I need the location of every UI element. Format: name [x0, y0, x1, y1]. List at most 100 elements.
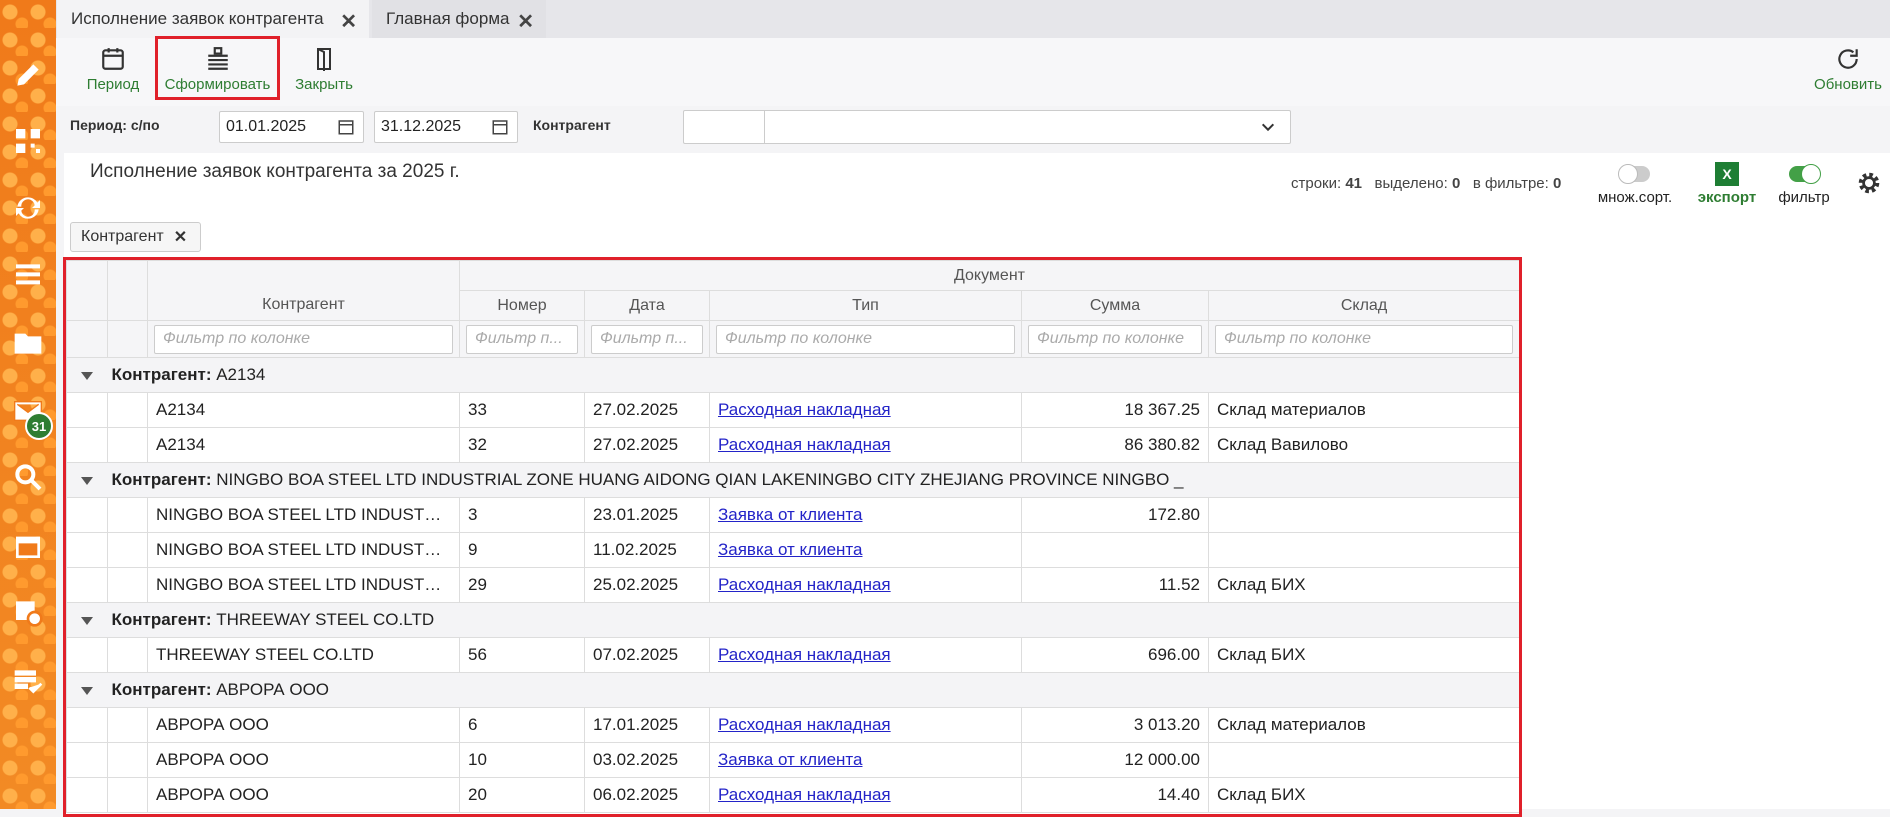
- document-link[interactable]: Расходная накладная: [718, 785, 891, 804]
- filter-toggle[interactable]: [1789, 164, 1821, 184]
- document-link[interactable]: Заявка от клиента: [718, 540, 863, 559]
- group-label: Контрагент:: [111, 365, 212, 384]
- column-filter[interactable]: Фильтр п...: [591, 324, 703, 354]
- tab[interactable]: Исполнение заявок контрагента ✕: [57, 0, 369, 38]
- group-cell: Контрагент: A2134: [107, 357, 1519, 393]
- column-header[interactable]: Номер: [459, 290, 585, 321]
- cell: [107, 742, 148, 778]
- period-label: Период: с/по: [70, 117, 160, 133]
- column-filter[interactable]: Фильтр по колонке: [1028, 324, 1202, 354]
- expand-cell[interactable]: [66, 357, 108, 393]
- cell-text: 56: [468, 645, 487, 664]
- cell: [1021, 532, 1209, 568]
- data-row[interactable]: NINGBO BOA STEEL LTD INDUSTRIAL... 29 25.0…: [66, 567, 1519, 603]
- refresh-button[interactable]: Обновить: [1808, 46, 1888, 93]
- tab-close[interactable]: ✕: [340, 11, 357, 33]
- column-header[interactable]: Контрагент: [147, 260, 460, 321]
- group-row: Контрагент: АВРОРА ООО: [66, 672, 1519, 708]
- cell: 172.80: [1021, 497, 1209, 533]
- column-header[interactable]: Склад: [1207, 290, 1519, 321]
- edit-icon[interactable]: [12, 59, 44, 91]
- qr-icon[interactable]: [12, 125, 44, 157]
- search-icon[interactable]: [12, 461, 44, 493]
- tab[interactable]: Главная форма ✕: [372, 0, 546, 38]
- data-row[interactable]: АВРОРА ООО 10 03.02.2025 Заявка от клиента 1…: [66, 742, 1519, 778]
- expand-cell[interactable]: [66, 602, 108, 638]
- column-header[interactable]: Дата: [584, 290, 710, 321]
- expand-cell[interactable]: [66, 672, 108, 708]
- period-button[interactable]: Период: [83, 46, 143, 93]
- calendar-icon[interactable]: [12, 530, 44, 562]
- column-filter[interactable]: Фильтр по колонке: [1215, 324, 1514, 354]
- cell: [1207, 532, 1519, 568]
- group-chip[interactable]: Контрагент ✕: [70, 222, 201, 252]
- chip-remove[interactable]: ✕: [173, 229, 188, 246]
- group-row: Контрагент: NINGBO BOA STEEL LTD INDUSTR…: [66, 462, 1519, 498]
- table: Контрагент Документ Номер Дата Тип Сумма Склад…: [66, 260, 1519, 813]
- contractor-select[interactable]: [683, 110, 1291, 144]
- cell-text: 9: [468, 540, 478, 559]
- date-to-input[interactable]: 31.12.2025: [374, 111, 518, 143]
- cell: Заявка от клиента: [709, 497, 1022, 533]
- column-filter[interactable]: Фильтр по колонке: [716, 324, 1015, 354]
- document-link[interactable]: Расходная накладная: [718, 645, 891, 664]
- document-link[interactable]: Расходная накладная: [718, 575, 891, 594]
- cell-text: 172.80: [1148, 505, 1200, 524]
- cell-text: АВРОРА ООО: [156, 715, 269, 734]
- sync-icon[interactable]: [12, 192, 44, 224]
- data-row[interactable]: THREEWAY STEEL CO.LTD 56 07.02.2025 Расходн…: [66, 637, 1519, 673]
- data-row[interactable]: A2134 33 27.02.2025 Расходная накладная 18 3…: [66, 392, 1519, 428]
- cell: [107, 707, 148, 743]
- column-header[interactable]: Сумма: [1021, 290, 1209, 321]
- date-from-input[interactable]: 01.01.2025: [219, 111, 364, 143]
- tab-close[interactable]: ✕: [517, 11, 534, 33]
- cell-text: 10: [468, 750, 487, 769]
- folder-icon[interactable]: [12, 327, 44, 359]
- sidebar: 31: [0, 0, 56, 809]
- data-row[interactable]: АВРОРА ООО 6 17.01.2025 Расходная накладная…: [66, 707, 1519, 743]
- generate-button[interactable]: Сформировать: [160, 46, 275, 93]
- column-header[interactable]: Тип: [709, 290, 1022, 321]
- cell-text: 27.02.2025: [593, 435, 679, 454]
- cell-text: 23.01.2025: [593, 505, 679, 524]
- cell: [66, 637, 108, 673]
- header-cell: [66, 260, 108, 321]
- table-clock-icon[interactable]: [12, 596, 44, 628]
- cell: 3: [459, 497, 585, 533]
- cell-text: 17.01.2025: [593, 715, 679, 734]
- document-link[interactable]: Расходная накладная: [718, 400, 891, 419]
- cell: [107, 637, 148, 673]
- export-icon[interactable]: X: [1715, 162, 1739, 186]
- column-filter[interactable]: Фильтр п...: [466, 324, 578, 354]
- group-label: Контрагент:: [111, 610, 212, 629]
- list-icon[interactable]: [12, 259, 44, 291]
- column-filter[interactable]: Фильтр по колонке: [154, 324, 453, 354]
- cell: 07.02.2025: [584, 637, 710, 673]
- document-link[interactable]: Расходная накладная: [718, 715, 891, 734]
- button-label: Обновить: [1814, 76, 1882, 93]
- stat-label: в фильтре:: [1472, 175, 1549, 192]
- multisort-toggle[interactable]: [1618, 164, 1650, 184]
- stats: строки: 41 выделено: 0 в фильтре: 0: [1291, 175, 1561, 192]
- cell: [107, 532, 148, 568]
- data-row[interactable]: NINGBO BOA STEEL LTD INDUSTRIAL... 3 23.01…: [66, 497, 1519, 533]
- cell: [66, 427, 108, 463]
- cell: 25.02.2025: [584, 567, 710, 603]
- cell-text: Склад материалов: [1217, 715, 1366, 734]
- mail-badge: 31: [25, 412, 53, 440]
- data-row[interactable]: NINGBO BOA STEEL LTD INDUSTRIAL... 9 11.02…: [66, 532, 1519, 568]
- document-link[interactable]: Заявка от клиента: [718, 750, 863, 769]
- data-row[interactable]: A2134 32 27.02.2025 Расходная накладная 86 3…: [66, 427, 1519, 463]
- checklist-icon[interactable]: [12, 665, 44, 697]
- settings-icon[interactable]: [1856, 170, 1882, 196]
- cell: [66, 320, 108, 358]
- document-link[interactable]: Заявка от клиента: [718, 505, 863, 524]
- cell: 23.01.2025: [584, 497, 710, 533]
- cell: Заявка от клиента: [709, 532, 1022, 568]
- cell: Расходная накладная: [709, 637, 1022, 673]
- data-row[interactable]: АВРОРА ООО 20 06.02.2025 Расходная накладна…: [66, 777, 1519, 813]
- expand-cell[interactable]: [66, 462, 108, 498]
- close-button[interactable]: Закрыть: [290, 46, 358, 93]
- document-link[interactable]: Расходная накладная: [718, 435, 891, 454]
